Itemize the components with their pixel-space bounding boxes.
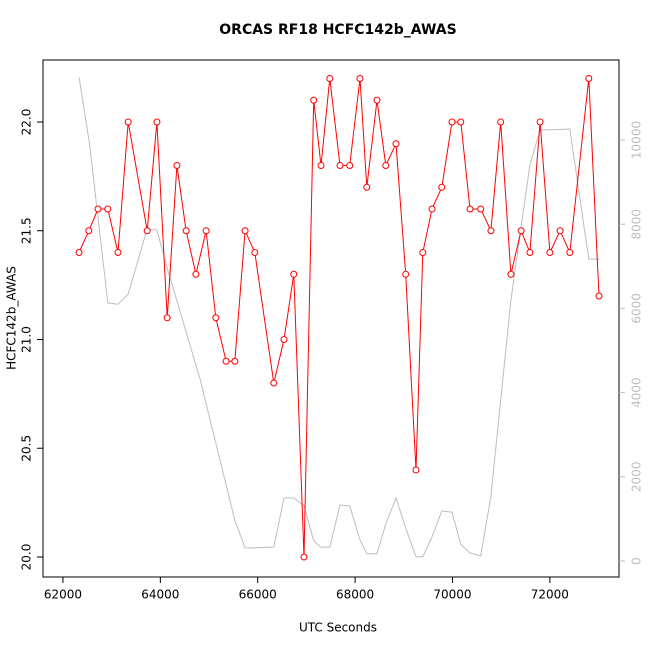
data-point	[497, 118, 505, 126]
data-point	[477, 205, 485, 213]
data-point	[363, 183, 371, 191]
x-tick-label: 62000	[44, 588, 82, 602]
data-point	[566, 248, 574, 256]
data-point	[382, 161, 390, 169]
data-point	[251, 248, 259, 256]
data-point	[75, 248, 83, 256]
x-tick-label: 72000	[531, 588, 569, 602]
plot-frame	[42, 59, 620, 578]
data-point	[173, 161, 181, 169]
data-point	[336, 161, 344, 169]
x-tick-label: 66000	[239, 588, 277, 602]
data-point	[392, 140, 400, 148]
data-point	[182, 227, 190, 235]
data-point	[153, 118, 161, 126]
data-point	[419, 248, 427, 256]
data-point	[546, 248, 554, 256]
data-point	[212, 314, 220, 322]
data-point	[317, 161, 325, 169]
data-point	[270, 379, 278, 387]
data-point	[202, 227, 210, 235]
data-point	[507, 270, 515, 278]
y2-tick-label: 2000	[630, 462, 644, 493]
x-axis-label: UTC Seconds	[299, 621, 377, 635]
data-point	[231, 357, 239, 365]
data-point	[94, 205, 102, 213]
data-point	[466, 205, 474, 213]
data-point	[457, 118, 465, 126]
data-point	[241, 227, 249, 235]
data-point	[85, 227, 93, 235]
data-point	[487, 227, 495, 235]
data-point	[412, 466, 420, 474]
data-point	[536, 118, 544, 126]
data-point	[192, 270, 200, 278]
y2-tick-label: 8000	[630, 209, 644, 240]
y2-tick-label: 10000	[630, 121, 644, 159]
data-point	[300, 553, 308, 561]
data-line	[78, 76, 599, 558]
data-point	[163, 314, 171, 322]
data-point	[346, 161, 354, 169]
y-tick-label: 22.0	[20, 109, 34, 136]
data-point	[517, 227, 525, 235]
chart-title: ORCAS RF18 HCFC142b_AWAS	[219, 22, 456, 38]
data-point	[114, 248, 122, 256]
data-point	[373, 96, 381, 104]
data-point	[356, 74, 364, 82]
y2-tick-label: 4000	[630, 377, 644, 408]
y-axis-label: HCFC142b_AWAS	[5, 266, 19, 370]
data-point	[290, 270, 298, 278]
y-tick-label: 20.0	[20, 544, 34, 571]
data-point	[310, 96, 318, 104]
y2-tick-label: 0	[630, 557, 644, 565]
y-tick-label: 20.5	[20, 435, 34, 462]
data-point	[124, 118, 132, 126]
data-point	[428, 205, 436, 213]
data-point	[438, 183, 446, 191]
data-point	[595, 292, 603, 300]
x-tick-label: 64000	[141, 588, 179, 602]
data-point	[143, 227, 151, 235]
x-tick-label: 68000	[336, 588, 374, 602]
y-tick-label: 21.5	[20, 217, 34, 244]
data-point	[280, 335, 288, 343]
data-point	[222, 357, 230, 365]
data-line	[78, 78, 600, 558]
data-point	[585, 74, 593, 82]
data-point	[448, 118, 456, 126]
data-point	[402, 270, 410, 278]
y2-tick-label: 6000	[630, 293, 644, 324]
data-point	[556, 227, 564, 235]
data-point	[104, 205, 112, 213]
data-point	[326, 74, 334, 82]
y-tick-label: 21.0	[20, 326, 34, 353]
data-point	[526, 248, 534, 256]
x-tick-label: 70000	[433, 588, 471, 602]
